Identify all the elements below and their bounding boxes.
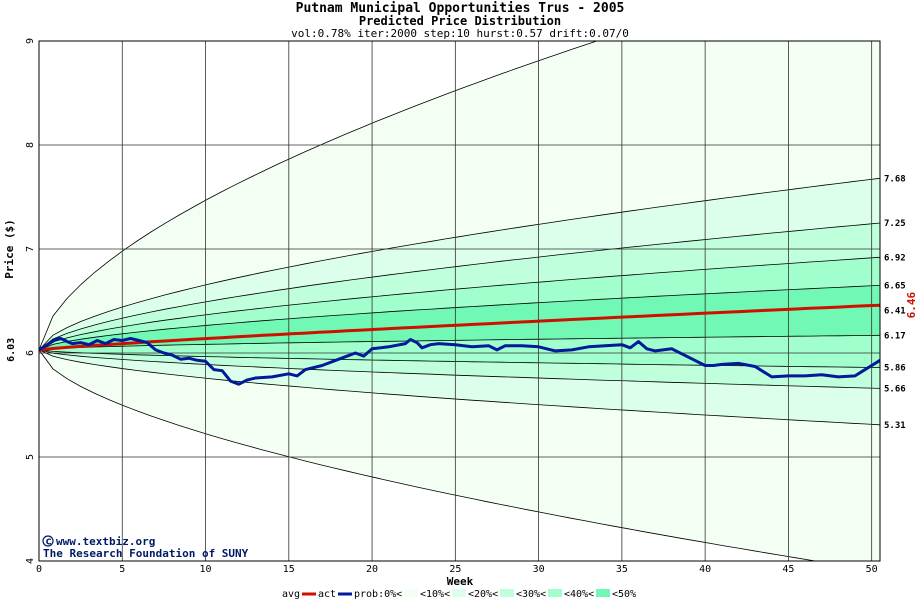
- actual-line: [39, 336, 880, 386]
- x-tick-20: 20: [366, 564, 378, 575]
- band-upper-line-4: [39, 285, 880, 351]
- prob-band-4: [39, 285, 880, 350]
- plot-frame: [38, 40, 881, 562]
- x-tick-40: 40: [699, 564, 711, 575]
- x-axis-label: Week: [447, 575, 474, 588]
- band-value-labels: 7.68 7.25 6.92 6.65 6.41 6.17 5.86 5.66 5.31: [884, 174, 906, 430]
- start-price-label: 6.03: [6, 338, 17, 362]
- band-boundary-lines: [39, 41, 880, 561]
- legend-label-6: <10%<: [420, 589, 450, 600]
- legend-swatch-5: [404, 589, 418, 597]
- watermark-org: The Research Foundation of SUNY: [43, 547, 249, 560]
- band-upper-line-3: [39, 256, 880, 351]
- copyright-icon-letter: c: [45, 535, 52, 548]
- chart-subtitle: Predicted Price Distribution: [359, 14, 561, 28]
- band-label-7.68: 7.68: [884, 174, 906, 184]
- y-axis-label: Price ($): [3, 219, 16, 279]
- band-upper-line-2: [39, 222, 880, 351]
- x-tick-15: 15: [283, 564, 295, 575]
- simulation-parameters: vol:0.78% iter:2000 step:10 hurst:0.57 d…: [291, 27, 629, 40]
- band-lower-line-1: [39, 349, 880, 426]
- avg-line: [39, 303, 880, 352]
- legend-label-12: <40%<: [564, 589, 594, 600]
- band-label-5.31: 5.31: [884, 421, 906, 431]
- legend-label-2: act: [318, 589, 336, 600]
- probability-bands: [39, 41, 880, 561]
- x-tick-0: 0: [36, 564, 42, 575]
- legend-label-8: <20%<: [468, 589, 498, 600]
- band-lower-line-4: [39, 334, 880, 351]
- band-label-5.66: 5.66: [884, 384, 906, 394]
- band-upper-line-1: [39, 177, 880, 351]
- watermark-url: www.textbiz.org: [56, 535, 155, 548]
- y-axis-ticks: 4 5 6 7 8 9: [25, 38, 36, 564]
- x-tick-35: 35: [616, 564, 628, 575]
- y-tick-9: 9: [25, 38, 36, 44]
- x-tick-45: 45: [782, 564, 794, 575]
- legend: avg act prob:0%< <10%< <20%< <30%< <40%< <50%: [282, 589, 636, 600]
- y-tick-5: 5: [25, 454, 36, 460]
- band-label-6.17: 6.17: [884, 331, 906, 341]
- plot-border: [38, 40, 881, 562]
- band-label-6.65: 6.65: [884, 281, 906, 291]
- series-lines: [39, 303, 880, 386]
- legend-label-14: <50%: [612, 589, 636, 600]
- y-tick-6: 6: [25, 350, 36, 356]
- band-lower-line-3: [39, 349, 880, 368]
- y-tick-8: 8: [25, 142, 36, 148]
- x-tick-5: 5: [119, 564, 125, 575]
- y-tick-7: 7: [25, 246, 36, 252]
- band-label-6.92: 6.92: [884, 253, 906, 263]
- band-label-7.25: 7.25: [884, 219, 906, 229]
- x-tick-30: 30: [533, 564, 545, 575]
- legend-label-4: prob:0%<: [354, 589, 402, 600]
- y-tick-4: 4: [25, 558, 36, 564]
- x-axis-ticks: 0 5 10 15 20 25 30 35 40 45 50: [36, 564, 878, 575]
- end-average-label: 6.46: [905, 292, 918, 319]
- band-label-5.86: 5.86: [884, 364, 906, 374]
- legend-swatch-13: [596, 589, 610, 597]
- band-upper-line-0: [39, 41, 598, 351]
- copyright-icon: [42, 535, 54, 547]
- legend-label-0: avg: [282, 589, 300, 600]
- band-lower-line-0: [39, 349, 818, 561]
- legend-swatch-9: [500, 589, 514, 597]
- x-tick-50: 50: [866, 564, 878, 575]
- chart-title: Putnam Municipal Opportunities Trus - 20…: [296, 1, 625, 16]
- x-tick-25: 25: [449, 564, 461, 575]
- band-lower-line-2: [39, 349, 880, 389]
- legend-label-10: <30%<: [516, 589, 546, 600]
- watermark: c www.textbiz.org The Research Foundatio…: [42, 535, 249, 560]
- legend-swatch-7: [452, 589, 466, 597]
- band-label-6.41: 6.41: [884, 306, 906, 316]
- legend-swatch-11: [548, 589, 562, 597]
- x-tick-10: 10: [200, 564, 212, 575]
